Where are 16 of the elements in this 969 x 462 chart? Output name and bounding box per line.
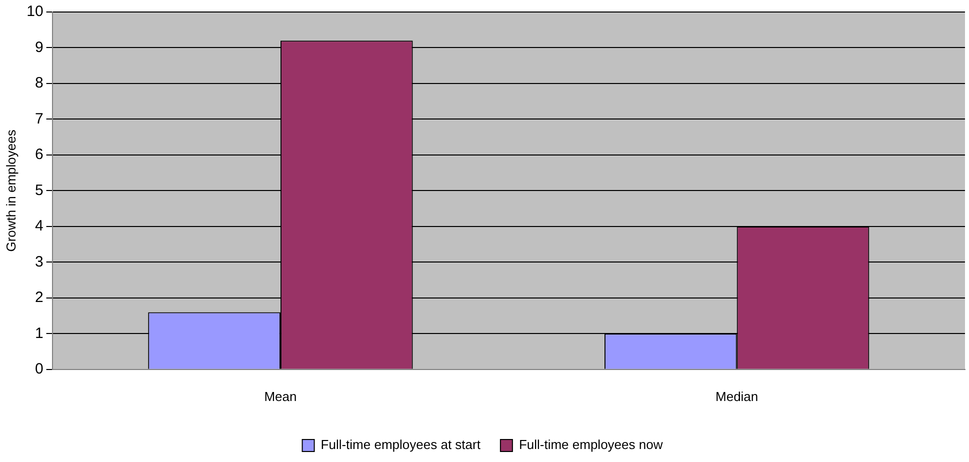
legend-label: Full-time employees at start [320,437,481,452]
y-tick-label: 7 [34,110,44,128]
y-axis-title: Growth in employees [3,129,18,252]
x-tick-label: Median [716,388,758,404]
x-tick-label: Mean [264,388,297,404]
y-tick-label: 4 [34,218,44,235]
y-tick-label: 1 [34,324,44,342]
y-tick-label: 3 [34,253,44,270]
y-tick-label: 8 [34,74,44,92]
y-tick-label: 10 [26,3,44,20]
y-tick-label: 5 [34,182,44,199]
legend-label: Full-time employees now [518,437,664,452]
y-tick-label: 2 [34,289,44,306]
y-tick-label: 9 [34,38,44,56]
y-tick-label: 0 [34,360,44,378]
y-tick-label: 6 [34,146,44,164]
